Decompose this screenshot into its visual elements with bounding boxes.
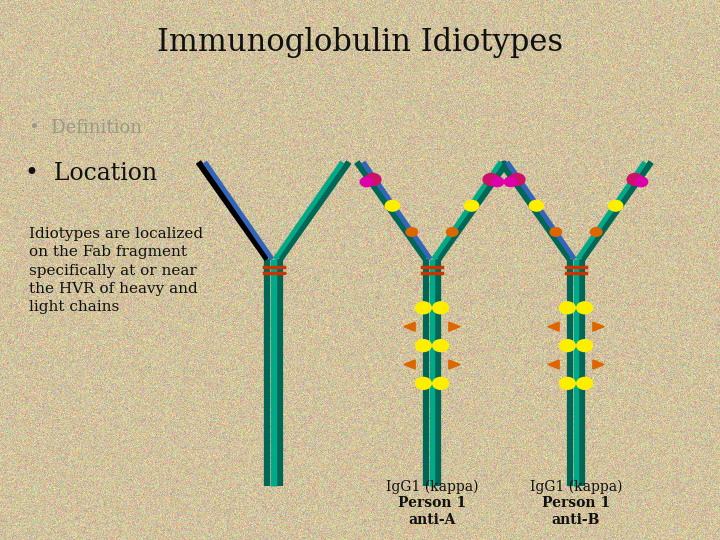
Circle shape [509,173,525,185]
Circle shape [365,173,381,185]
Circle shape [491,177,504,187]
Circle shape [406,228,418,237]
Text: Idiotypes are localized
on the Fab fragment
specifically at or near
the HVR of h: Idiotypes are localized on the Fab fragm… [29,227,203,314]
Circle shape [608,200,623,211]
Circle shape [415,340,431,352]
Circle shape [577,302,593,314]
Text: IgG1 (kappa): IgG1 (kappa) [386,480,478,494]
Circle shape [464,200,479,211]
Polygon shape [449,360,460,369]
Text: IgG1 (kappa): IgG1 (kappa) [530,480,622,494]
Circle shape [577,340,593,352]
Circle shape [446,228,458,237]
Circle shape [559,377,575,389]
Circle shape [529,200,544,211]
Circle shape [559,302,575,314]
Circle shape [590,228,602,237]
Circle shape [433,340,449,352]
Circle shape [577,377,593,389]
Circle shape [415,377,431,389]
Text: •  Definition: • Definition [29,119,142,137]
Circle shape [635,177,648,187]
Circle shape [550,228,562,237]
Text: Immunoglobulin Idiotypes: Immunoglobulin Idiotypes [157,27,563,58]
Text: Person 1: Person 1 [398,496,466,510]
Polygon shape [404,322,415,331]
Circle shape [559,340,575,352]
Circle shape [385,200,400,211]
Circle shape [504,177,517,187]
Circle shape [627,173,643,185]
Text: anti-B: anti-B [552,512,600,526]
Text: Person 1: Person 1 [542,496,610,510]
Circle shape [433,377,449,389]
Text: •  Location: • Location [25,162,158,185]
Circle shape [433,302,449,314]
Polygon shape [593,360,604,369]
Polygon shape [548,360,559,369]
Polygon shape [449,322,460,331]
Circle shape [483,173,499,185]
Text: anti-A: anti-A [408,512,456,526]
Polygon shape [593,322,604,331]
Circle shape [360,177,373,187]
Circle shape [415,302,431,314]
Polygon shape [548,322,559,331]
Polygon shape [404,360,415,369]
